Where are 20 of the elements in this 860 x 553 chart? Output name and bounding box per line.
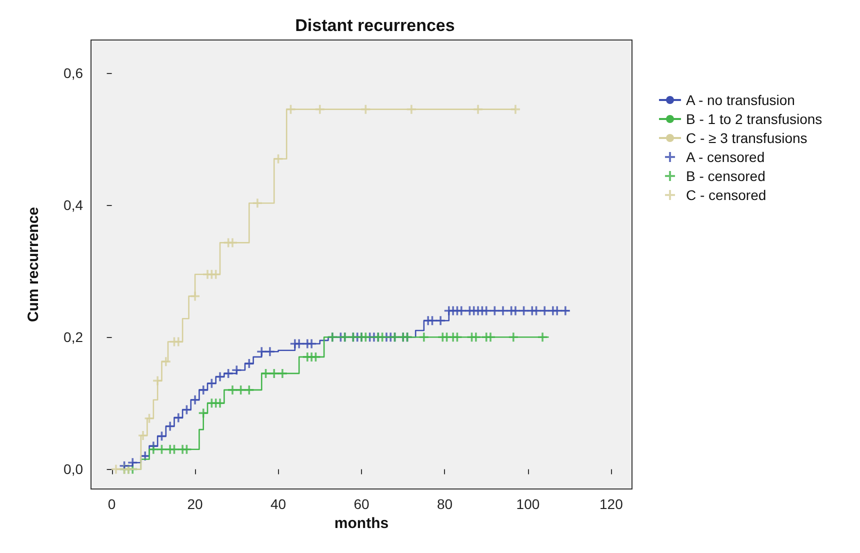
y-tick-label: 0,2 (64, 329, 84, 346)
legend-label: A - censored (686, 149, 765, 165)
x-tick-label: 120 (600, 496, 624, 512)
legend-label: A - no transfusion (686, 92, 795, 108)
x-tick-label: 60 (354, 496, 370, 512)
y-tick-label: 0,0 (64, 461, 84, 478)
y-tick-label: 0,6 (64, 65, 84, 82)
legend-label: B - censored (686, 168, 766, 184)
x-tick-label: 40 (270, 496, 286, 512)
chart-title: Distant recurrences (295, 16, 455, 35)
x-tick-label: 20 (187, 496, 204, 512)
y-axis-title: Cum recurrence (25, 206, 42, 322)
legend-label: B - 1 to 2 transfusions (686, 111, 822, 127)
y-tick-label: 0,4 (64, 197, 84, 214)
x-tick-label: 80 (436, 496, 453, 512)
x-tick-label: 0 (108, 496, 116, 512)
x-tick-label: 100 (516, 496, 540, 512)
legend-label: C - censored (686, 187, 766, 203)
x-axis-title: months (334, 514, 389, 532)
legend-label: C - ≥ 3 transfusions (686, 130, 808, 146)
